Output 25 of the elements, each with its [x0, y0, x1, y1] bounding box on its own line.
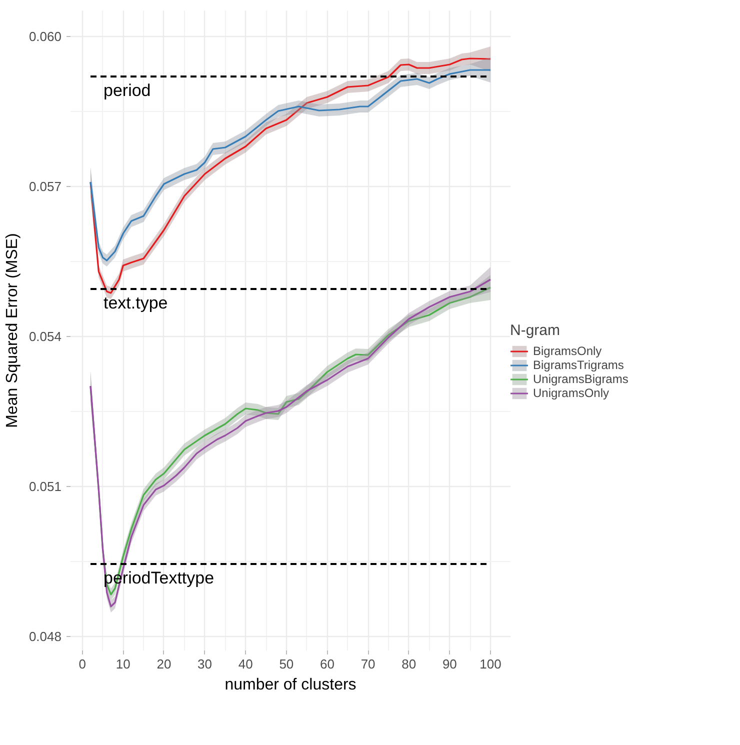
- x-tick-label: 60: [320, 656, 334, 672]
- x-tick-label: 20: [156, 656, 172, 672]
- ref-line-label: text.type: [104, 294, 168, 313]
- legend-label: UnigramsOnly: [533, 386, 610, 400]
- x-tick-label: 40: [238, 656, 253, 672]
- x-tick-label: 30: [198, 656, 212, 672]
- legend-title: N-gram: [510, 322, 562, 339]
- ref-line-label: period: [104, 81, 151, 100]
- x-tick-label: 90: [442, 656, 457, 672]
- x-tick-label: 70: [360, 656, 376, 672]
- x-tick-label: 10: [116, 656, 130, 672]
- legend-label: BigramsTrigrams: [533, 358, 624, 372]
- x-axis-title: number of clusters: [224, 676, 356, 694]
- legend-label: BigramsOnly: [533, 344, 602, 358]
- x-tick-label: 0: [78, 656, 86, 672]
- y-tick-label: 0.048: [28, 629, 62, 644]
- y-tick-label: 0.054: [28, 329, 62, 344]
- y-axis-title: Mean Squared Error (MSE): [4, 233, 21, 428]
- legend-label: UnigramsBigrams: [533, 372, 628, 386]
- y-tick-label: 0.051: [28, 479, 62, 494]
- y-tick-label: 0.057: [28, 179, 62, 194]
- x-tick-label: 50: [279, 656, 294, 672]
- y-tick-label: 0.060: [28, 29, 62, 44]
- x-tick-label: 100: [480, 656, 502, 672]
- x-tick-label: 80: [402, 656, 416, 672]
